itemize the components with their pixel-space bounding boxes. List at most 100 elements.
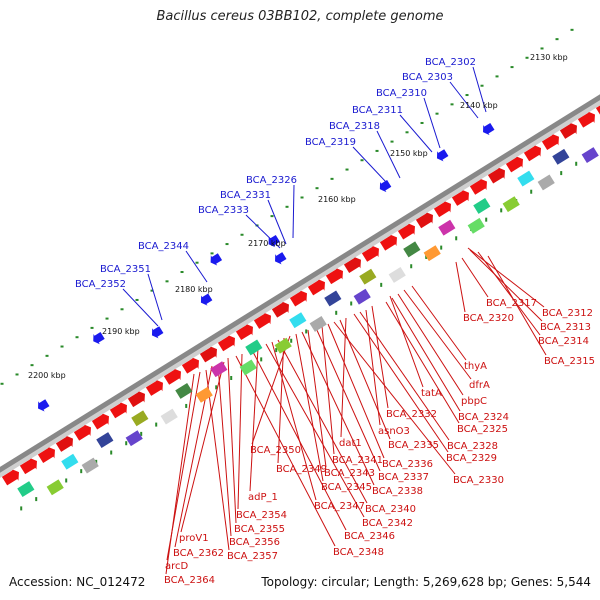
- leader-line: [249, 347, 259, 492]
- tick-dot: [455, 236, 458, 241]
- gene-label-inner: BCA_2325: [457, 424, 508, 435]
- tick-dot: [90, 326, 94, 329]
- reverse-gene-arrow: [55, 435, 73, 452]
- gene-label-outer: BCA_2302: [425, 57, 476, 68]
- reverse-gene-arrow: [505, 155, 523, 173]
- feature-block: [473, 197, 491, 214]
- reverse-gene-arrow: [145, 379, 163, 396]
- reverse-gene-arrow: [19, 457, 37, 475]
- gene-label-inner: BCA_2357: [227, 551, 278, 562]
- tick-dot: [195, 261, 199, 264]
- reverse-gene-arrow: [451, 189, 469, 206]
- gene-label-inner: BCA_2338: [372, 486, 423, 497]
- backbone: [0, 94, 600, 478]
- tick-dot: [35, 497, 38, 502]
- tick-dot: [210, 252, 214, 255]
- feature-block: [467, 217, 485, 234]
- leader-line: [227, 357, 237, 524]
- gene-label-inner: BCA_2336: [382, 459, 433, 470]
- reverse-gene-arrow: [415, 211, 433, 229]
- leader-line: [487, 255, 547, 356]
- gene-label-inner: BCA_2329: [446, 453, 497, 464]
- leader-line: [397, 293, 464, 396]
- leader-line: [295, 333, 324, 482]
- tick-dot: [180, 271, 184, 274]
- gene-label-inner: thyA: [464, 361, 487, 372]
- tick-dot: [575, 161, 578, 166]
- feature-block: [517, 170, 535, 187]
- tick-dot: [290, 338, 293, 343]
- gene-label-inner: BCA_2356: [229, 537, 280, 548]
- gene-label-outer: BCA_2319: [305, 137, 356, 148]
- gene-label-outer: BCA_2331: [220, 190, 271, 201]
- tick-dots: [0, 28, 593, 511]
- leader-line: [185, 250, 208, 283]
- gene-label-inner: BCA_2330: [453, 475, 504, 486]
- leader-line: [359, 311, 450, 441]
- gene-label-inner: BCA_2312: [542, 308, 593, 319]
- tick-dot: [530, 189, 533, 194]
- reverse-gene-arrow: [541, 133, 559, 151]
- leader-line: [327, 323, 385, 459]
- leader-line: [376, 130, 401, 179]
- gene-label-inner: BCA_2337: [378, 472, 429, 483]
- tick-dot: [335, 310, 338, 315]
- forward-gene-arrow: [151, 326, 164, 339]
- gene-label-outer: BCA_2344: [138, 241, 189, 252]
- gene-label-inner: BCA_2315: [544, 356, 595, 367]
- gene-label-inner: BCA_2324: [458, 412, 509, 423]
- reverse-gene-arrow: [163, 368, 181, 385]
- feature-block: [125, 430, 143, 447]
- kbp-label: 2190 kbp: [102, 327, 140, 336]
- forward-gene-arrow: [200, 293, 213, 306]
- gene-label-inner: BCA_2354: [236, 510, 287, 521]
- reverse-gene-arrow: [91, 412, 109, 430]
- gene-label-inner: BCA_2335: [388, 440, 439, 451]
- leader-line: [235, 355, 336, 547]
- tick-dot: [555, 38, 559, 41]
- gene-label-outer: BCA_2303: [402, 72, 453, 83]
- leader-line: [251, 349, 347, 531]
- feature-block: [581, 147, 599, 164]
- feature-block: [289, 312, 307, 329]
- tick-dot: [110, 450, 113, 455]
- feature-block: [274, 337, 292, 354]
- kbp-label: 2160 kbp: [318, 195, 356, 204]
- reverse-gene-arrow: [109, 401, 127, 419]
- leader-line: [292, 184, 295, 239]
- forward-gene-arrow: [93, 332, 105, 345]
- feature-block: [324, 290, 342, 307]
- tick-dot: [165, 280, 169, 283]
- gene-label-inner: BCA_2314: [538, 336, 589, 347]
- feature-block: [438, 219, 456, 236]
- reverse-gene-arrow: [343, 256, 361, 273]
- feature-block: [423, 245, 441, 262]
- feature-block: [353, 288, 371, 305]
- reverse-gene-arrow: [73, 424, 91, 441]
- gene-label-inner: dfrA: [469, 380, 490, 391]
- forward-gene-arrow: [210, 253, 223, 266]
- reverse-gene-arrow: [181, 357, 199, 374]
- gene-label-inner: BCA_2328: [447, 441, 498, 452]
- leader-line: [217, 363, 232, 537]
- tick-dot: [230, 376, 233, 381]
- tick-dot: [240, 233, 244, 236]
- kbp-label: 2150 kbp: [390, 149, 428, 158]
- tick-dot: [0, 382, 4, 385]
- tick-dot: [185, 403, 188, 408]
- leader-line: [165, 373, 195, 575]
- tick-dot: [155, 422, 158, 427]
- tick-dot: [450, 103, 454, 106]
- tick-dot: [560, 171, 563, 176]
- leader-line: [371, 305, 389, 409]
- kbp-label: 2180 kbp: [175, 285, 213, 294]
- gene-features: [1, 99, 600, 498]
- tick-dot: [570, 28, 574, 31]
- gene-label-outer: BCA_2351: [100, 264, 151, 275]
- leader-line: [205, 369, 230, 551]
- leader-line: [339, 319, 391, 440]
- tick-dot: [420, 121, 424, 124]
- leader-line: [449, 81, 479, 119]
- leader-line: [365, 309, 381, 426]
